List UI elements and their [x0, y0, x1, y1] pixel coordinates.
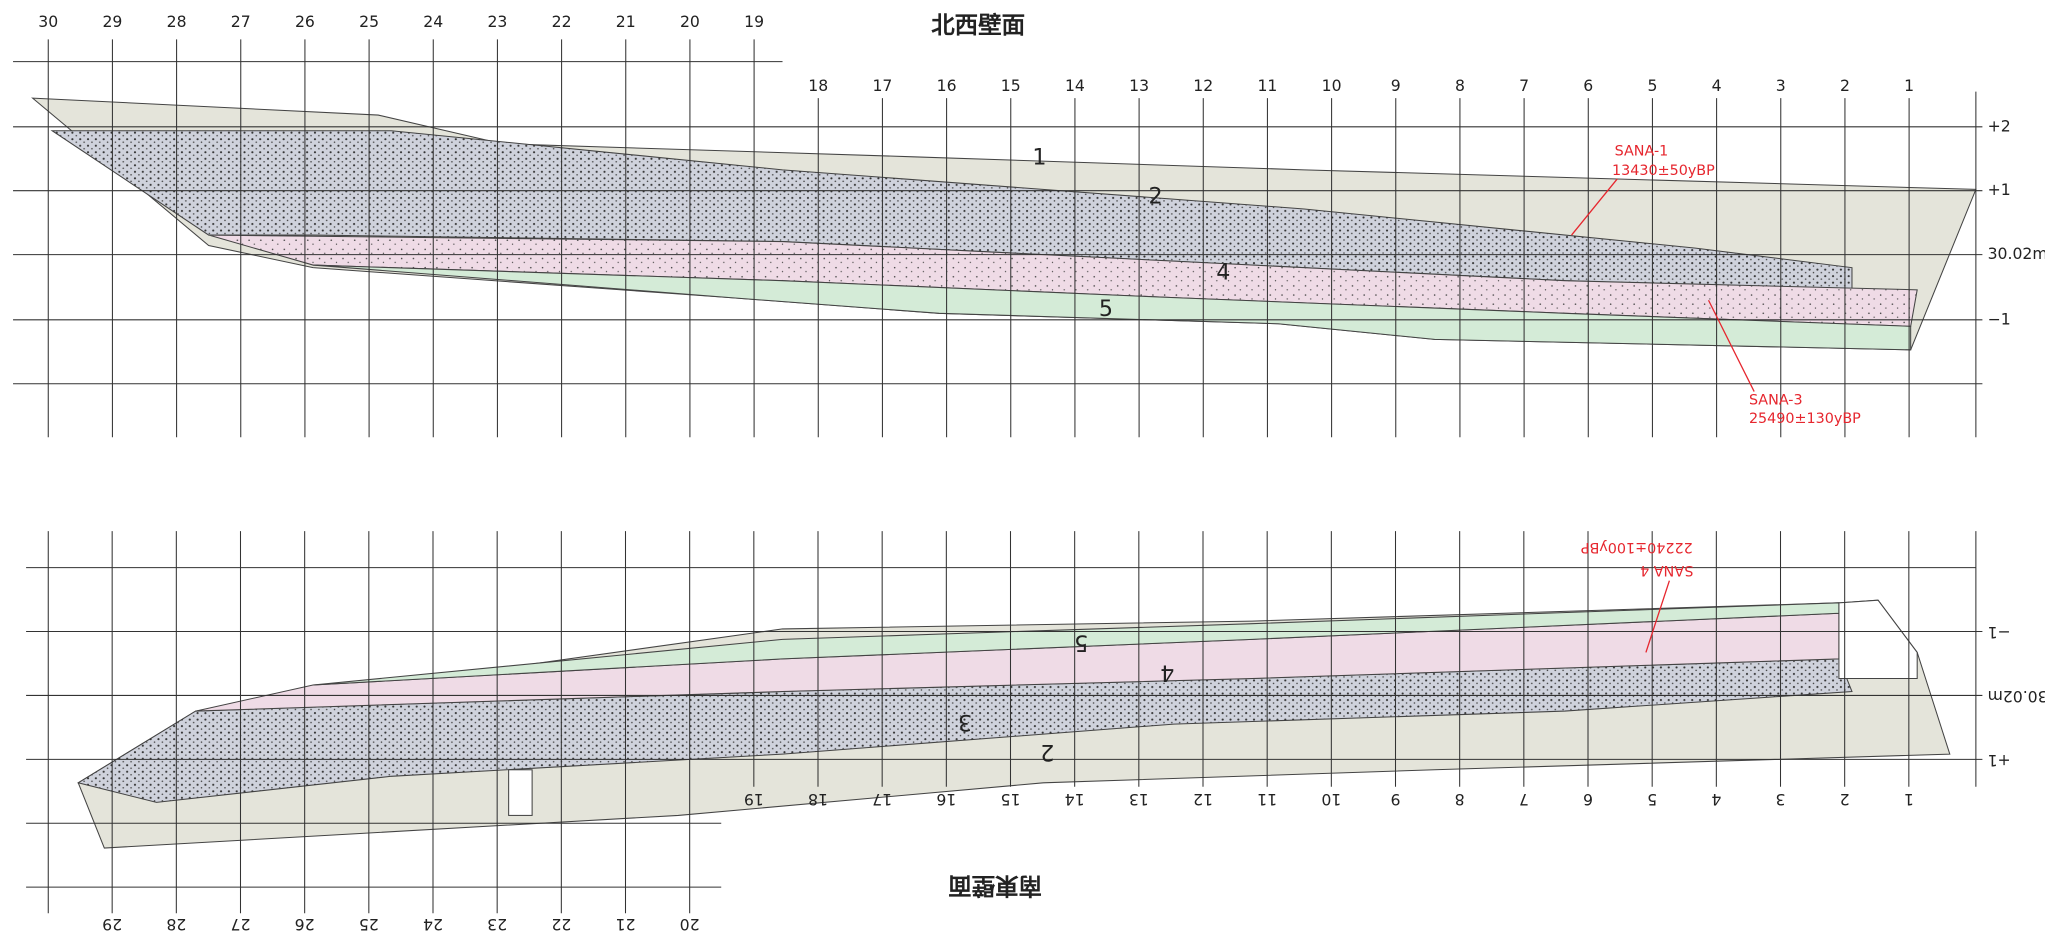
level-label: +1: [1988, 180, 2011, 199]
column-label: 24: [423, 12, 443, 31]
column-label: 19: [744, 12, 764, 31]
south-title: 南東壁面: [948, 872, 1042, 900]
column-label: 4: [1712, 76, 1722, 95]
column-label: 20: [680, 915, 700, 934]
column-label: 3: [1776, 790, 1786, 809]
column-label: 12: [1193, 76, 1213, 95]
column-label: 29: [102, 12, 122, 31]
sample-id: SANA-3: [1749, 393, 1803, 409]
column-label: 2: [1840, 76, 1850, 95]
column-label: 3: [1776, 76, 1786, 95]
level-label: −1: [1988, 309, 2011, 328]
column-label: 18: [808, 790, 828, 809]
column-label: 26: [295, 12, 315, 31]
sample-date: 13430±50yBP: [1612, 163, 1715, 179]
column-label: 22: [551, 915, 571, 934]
column-label: 12: [1193, 790, 1213, 809]
north-profile: [33, 98, 1976, 350]
column-label: 21: [616, 12, 636, 31]
column-label: 16: [937, 76, 957, 95]
north-title: 北西壁面: [931, 11, 1025, 39]
level-label: +1: [1988, 751, 2011, 770]
column-label: 10: [1321, 790, 1341, 809]
column-label: 5: [1647, 76, 1657, 95]
column-label: 27: [231, 915, 251, 934]
column-label: 27: [231, 12, 251, 31]
column-label: 30: [38, 12, 58, 31]
section-drawing: 3029282726252423222120191817161514131211…: [0, 0, 2045, 937]
level-label: +2: [1988, 116, 2011, 135]
column-label: 28: [166, 915, 186, 934]
column-label: 17: [872, 790, 892, 809]
layer-label: 2: [1148, 184, 1162, 210]
level-label: −1: [1988, 623, 2011, 642]
column-label: 5: [1647, 790, 1657, 809]
column-label: 22: [552, 12, 572, 31]
layer-label: 4: [1216, 259, 1230, 285]
column-label: 8: [1455, 76, 1465, 95]
column-label: 1: [1904, 790, 1914, 809]
column-label: 24: [423, 915, 443, 934]
column-label: 21: [616, 915, 636, 934]
column-label: 18: [808, 76, 828, 95]
column-label: 15: [1001, 76, 1021, 95]
level-label: 30.02m: [1988, 687, 2045, 706]
column-label: 9: [1391, 790, 1401, 809]
column-label: 15: [1001, 790, 1021, 809]
column-label: 14: [1065, 790, 1085, 809]
sample-date: 25490±130yBP: [1749, 411, 1861, 427]
column-label: 29: [102, 915, 122, 934]
sample-date: 22240±100yBP: [1580, 539, 1692, 555]
sample-id: SANA 4: [1640, 562, 1693, 578]
column-label: 23: [487, 12, 507, 31]
column-label: 19: [744, 790, 764, 809]
column-label: 25: [359, 915, 379, 934]
column-label: 20: [680, 12, 700, 31]
column-label: 9: [1391, 76, 1401, 95]
layer-label: 5: [1074, 629, 1088, 655]
layer-label: 1: [1032, 145, 1046, 171]
column-label: 6: [1583, 790, 1593, 809]
layer-label: 3: [958, 709, 972, 735]
south-profile: [78, 600, 1950, 848]
column-label: 28: [167, 12, 187, 31]
column-label: 4: [1711, 790, 1721, 809]
column-label: 1: [1904, 76, 1914, 95]
column-label: 13: [1129, 76, 1149, 95]
column-label: 10: [1322, 76, 1342, 95]
column-label: 8: [1455, 790, 1465, 809]
column-label: 23: [487, 915, 507, 934]
column-label: 7: [1519, 76, 1529, 95]
column-label: 11: [1257, 76, 1277, 95]
column-label: 6: [1583, 76, 1593, 95]
column-label: 11: [1257, 790, 1277, 809]
column-label: 26: [295, 915, 315, 934]
level-label: 30.02m: [1988, 244, 2045, 263]
layer-label: 4: [1160, 659, 1174, 685]
column-label: 7: [1519, 790, 1529, 809]
column-label: 13: [1129, 790, 1149, 809]
sample-id: SANA-1: [1615, 144, 1669, 160]
layer-label: 2: [1040, 739, 1054, 765]
column-label: 16: [936, 790, 956, 809]
column-label: 17: [872, 76, 892, 95]
layer-label: 5: [1099, 296, 1113, 322]
column-label: 25: [359, 12, 379, 31]
column-label: 2: [1840, 790, 1850, 809]
column-label: 14: [1065, 76, 1085, 95]
